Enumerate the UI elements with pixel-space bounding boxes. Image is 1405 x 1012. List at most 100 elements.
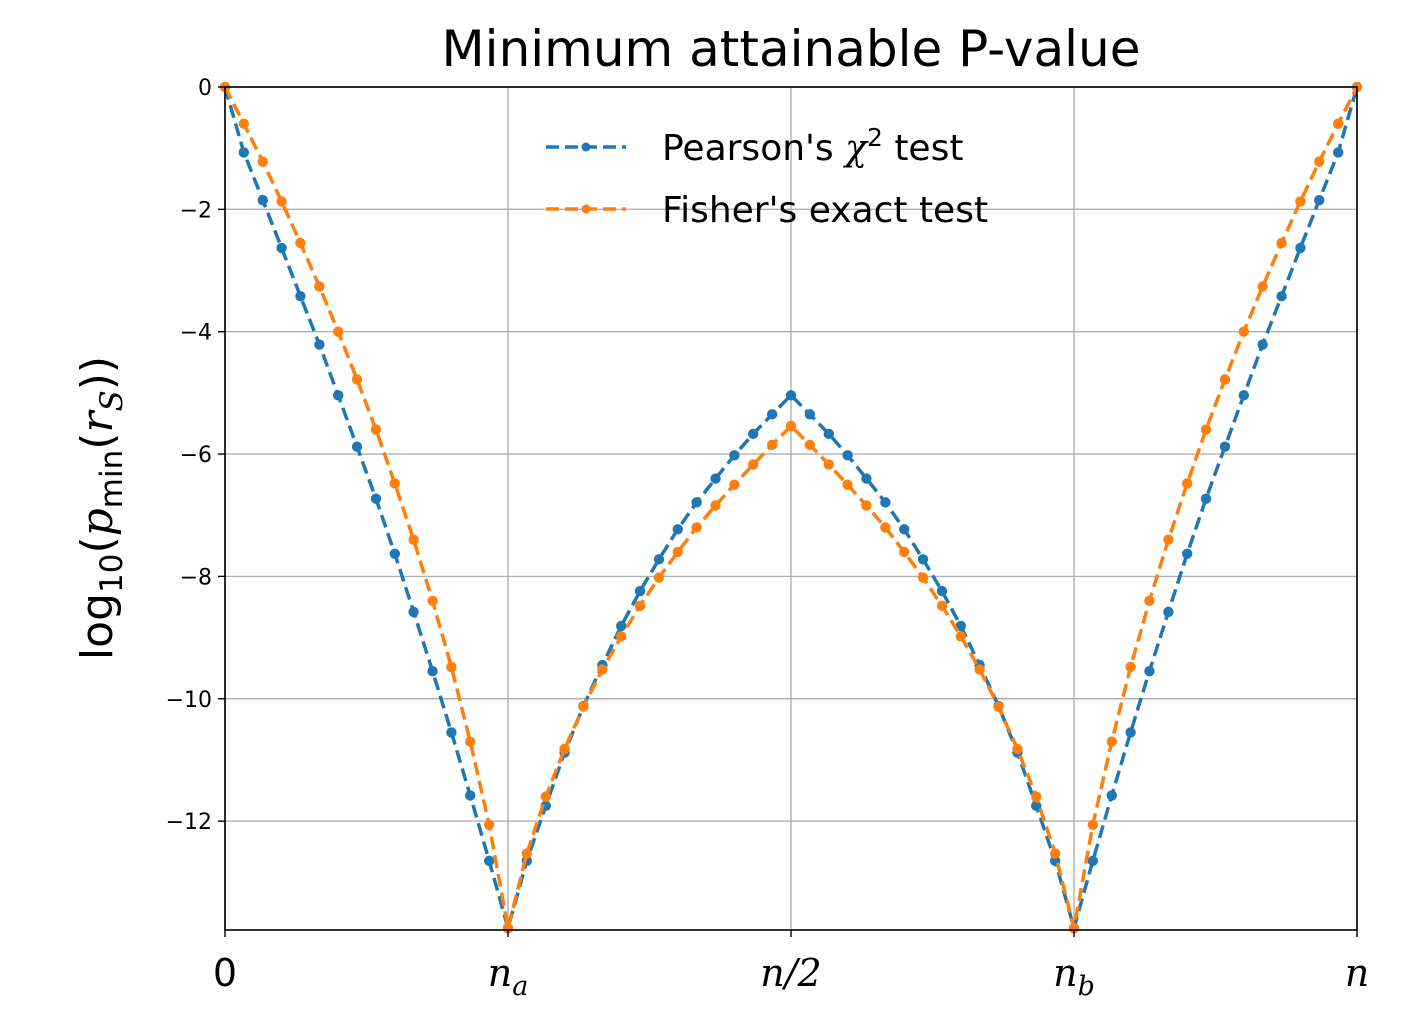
data-point-fisher xyxy=(823,459,834,470)
y-label-mid: ( xyxy=(72,433,123,450)
y-tick-label: −6 xyxy=(180,443,212,468)
data-point-pearson xyxy=(1125,727,1136,738)
axis-ticks: 0−2−4−6−8−10−120 na n/2 nb n xyxy=(166,76,1370,1002)
data-point-pearson xyxy=(899,524,910,535)
legend-pearson-main: Pearson's xyxy=(662,128,845,169)
data-point-fisher xyxy=(766,439,778,451)
data-point-pearson xyxy=(257,194,268,206)
legend-label-pearson: Pearson's χ2 test xyxy=(662,123,963,169)
data-point-fisher xyxy=(446,661,457,673)
data-point-pearson xyxy=(465,790,476,801)
data-point-fisher xyxy=(521,848,533,859)
data-point-pearson xyxy=(1087,855,1099,867)
data-point-pearson xyxy=(804,409,816,420)
data-point-fisher xyxy=(578,701,589,712)
y-tick-label: −8 xyxy=(180,565,212,590)
data-point-pearson xyxy=(766,409,778,420)
data-point-fisher xyxy=(238,118,250,129)
data-point-fisher xyxy=(1163,534,1174,545)
data-point-pearson xyxy=(861,473,872,484)
x-tick-subscript: a xyxy=(512,971,528,1002)
legend-marker-fisher xyxy=(581,204,591,214)
data-point-pearson xyxy=(785,390,797,401)
data-point-fisher xyxy=(785,420,797,432)
data-point-pearson xyxy=(1295,242,1306,254)
legend-item-fisher: Fisher's exact test xyxy=(546,190,988,231)
y-tick-label: 0 xyxy=(198,76,212,101)
x-tick-label: 0 xyxy=(213,951,237,995)
data-point-fisher xyxy=(351,374,363,385)
y-tick-label: −12 xyxy=(166,810,212,835)
data-point-pearson xyxy=(1314,194,1325,206)
y-label-close: )) xyxy=(72,356,123,390)
y-label-p-sub: min xyxy=(94,450,130,508)
data-point-fisher xyxy=(634,600,646,611)
data-point-fisher xyxy=(861,500,872,511)
data-point-pearson xyxy=(842,450,853,461)
data-point-fisher xyxy=(899,546,910,558)
data-point-fisher xyxy=(1125,661,1136,673)
legend-item-pearson: Pearson's χ2 test xyxy=(546,123,963,169)
data-point-pearson xyxy=(917,554,929,565)
data-point-pearson xyxy=(634,585,646,597)
data-point-fisher xyxy=(427,595,438,607)
data-point-fisher xyxy=(1295,196,1306,207)
data-point-fisher xyxy=(1031,791,1042,802)
data-point-pearson xyxy=(483,855,495,867)
data-point-fisher xyxy=(1144,595,1155,607)
data-point-fisher xyxy=(880,522,891,533)
data-point-pearson xyxy=(616,620,627,632)
y-label-p: p xyxy=(72,508,123,536)
data-point-pearson xyxy=(1238,390,1250,401)
data-point-fisher xyxy=(465,736,476,747)
data-point-pearson xyxy=(1219,441,1231,452)
data-point-fisher xyxy=(842,479,853,490)
data-point-fisher xyxy=(974,664,985,675)
x-tick-label: na xyxy=(488,951,529,1002)
data-point-pearson xyxy=(880,497,891,508)
data-point-fisher xyxy=(314,281,325,292)
x-tick-text: 0 xyxy=(213,951,237,995)
x-tick-label: n/2 xyxy=(760,951,821,995)
data-point-pearson xyxy=(729,450,740,461)
y-tick-label: −10 xyxy=(166,688,212,713)
data-point-fisher xyxy=(559,743,570,755)
data-point-fisher xyxy=(1238,326,1250,337)
data-point-pearson xyxy=(748,428,759,440)
legend: Pearson's χ2 test Fisher's exact test xyxy=(546,123,988,231)
data-point-fisher xyxy=(616,631,627,642)
x-tick-label: n xyxy=(1345,951,1369,995)
data-point-pearson xyxy=(427,666,438,677)
data-point-fisher xyxy=(729,479,740,490)
data-point-pearson xyxy=(1257,339,1268,350)
data-point-fisher xyxy=(257,156,268,167)
y-label-r: r xyxy=(72,409,123,433)
data-point-pearson xyxy=(276,242,287,254)
series-layer xyxy=(219,81,1363,934)
data-point-fisher xyxy=(1257,281,1268,292)
data-point-fisher xyxy=(540,791,551,802)
data-point-pearson xyxy=(691,497,702,508)
data-point-pearson xyxy=(1106,790,1117,801)
data-point-fisher xyxy=(1049,848,1061,859)
data-point-fisher xyxy=(1012,743,1023,755)
x-tick-text: n xyxy=(1053,951,1077,995)
data-point-pearson xyxy=(1144,666,1155,677)
x-tick-text: n xyxy=(488,951,512,995)
data-point-fisher xyxy=(710,500,721,511)
data-point-pearson xyxy=(446,727,457,738)
data-point-fisher xyxy=(672,546,683,558)
data-point-fisher xyxy=(955,631,966,642)
data-point-fisher xyxy=(691,522,702,533)
y-label-log: log xyxy=(72,593,123,660)
x-tick-subscript: b xyxy=(1078,971,1095,1002)
data-point-pearson xyxy=(1276,291,1287,302)
data-point-pearson xyxy=(1163,606,1174,618)
y-axis-label: log10(pmin(rS)) xyxy=(72,356,130,660)
data-point-fisher xyxy=(1276,237,1287,249)
data-point-pearson xyxy=(389,548,400,559)
data-point-fisher xyxy=(389,478,400,489)
data-point-fisher xyxy=(276,196,287,207)
data-point-pearson xyxy=(314,339,325,350)
x-tick-label: nb xyxy=(1053,951,1095,1002)
